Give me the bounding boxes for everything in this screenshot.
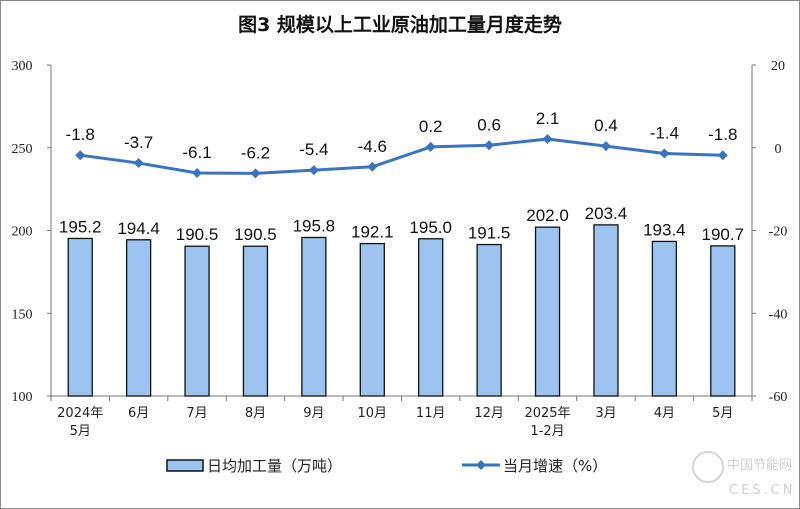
bar-data-label: 195.2 [59,217,102,236]
line-data-label: -1.8 [708,125,737,144]
right-tick-label: -20 [769,225,788,240]
bar-data-label: 203.4 [585,204,628,223]
bar [476,243,502,397]
bar-data-label: 202.0 [526,206,569,225]
line-marker [308,165,319,176]
line-marker [717,150,728,161]
bar-data-label: 195.0 [409,218,452,237]
line-data-label: -6.1 [182,143,211,162]
bar-data-label: 190.7 [702,225,745,244]
x-tick-label: 9月 [303,406,324,421]
x-tick-label: 2024年 [57,406,103,421]
watermark-subtext: CES.CN [729,483,795,498]
legend-bar-label: 日均加工量（万吨） [207,457,342,475]
growth-line [80,137,723,175]
bar [710,245,736,397]
bar [301,236,327,397]
x-tick-label: 6月 [128,406,149,421]
bar-data-label: 193.4 [643,220,686,239]
x-tick-label: 11月 [416,406,446,421]
line-data-label: -1.8 [66,125,95,144]
left-tick-label: 150 [12,307,33,322]
bar-data-label: 191.5 [468,224,511,243]
line-marker [75,150,86,161]
bar-data-label: 192.1 [351,223,394,242]
x-tick-label: 10月 [358,406,388,421]
bar-data-label: 190.5 [176,225,219,244]
right-tick-label: 0 [775,142,782,157]
line-marker [484,140,495,151]
x-tick-label: 4月 [654,406,675,421]
x-tick-label: 5月 [712,406,733,421]
line-marker [425,141,436,152]
legend-bar-swatch [166,459,204,472]
line-data-label: 0.6 [477,115,501,134]
left-tick-label: 200 [12,225,33,240]
x-tick-label: 2025年 [524,406,570,421]
line-marker [542,134,553,145]
legend-line-marker [476,460,486,470]
bar [125,239,152,397]
line-data-label: 0.4 [594,116,618,135]
line-data-label: 0.2 [419,117,443,136]
line-marker [250,168,261,179]
line-data-label: -1.4 [650,124,679,143]
bar-data-label: 194.4 [117,219,160,238]
watermark-text: 中国节能网 [727,458,792,473]
left-tick-label: 100 [12,390,33,405]
line-data-label: -5.4 [299,140,328,159]
line-marker [192,167,203,178]
right-tick-label: -60 [769,390,788,405]
line-marker [367,161,378,172]
bar [67,237,93,397]
bar [418,238,444,397]
line-data-label: -6.2 [241,143,270,162]
bar [242,245,269,397]
line-marker [600,141,611,152]
chart-title: 图3 规模以上工业原油加工量月度走势 [238,14,562,36]
left-tick-label: 300 [12,59,33,74]
right-tick-label: -40 [769,307,788,322]
bar [184,245,210,397]
x-tick-label: 1-2月 [530,424,564,439]
x-tick-label: 7月 [186,406,207,421]
bar-data-label: 195.8 [293,216,336,235]
line-marker [659,148,670,159]
bar [651,240,678,397]
x-tick-label: 3月 [595,406,616,421]
legend-line-label: 当月增速（%） [503,457,607,475]
line-data-label: 2.1 [536,109,560,128]
line-data-label: -4.6 [358,137,387,156]
x-tick-label: 12月 [474,406,504,421]
line-data-label: -3.7 [124,133,153,152]
bar [534,226,561,397]
x-tick-label: 5月 [70,424,91,439]
bar-data-label: 190.5 [234,225,277,244]
line-marker [133,158,144,169]
left-tick-label: 250 [12,142,33,157]
watermark-logo-icon [692,451,724,483]
bar [593,224,619,397]
right-tick-label: 20 [771,59,785,74]
bar [359,242,385,397]
x-tick-label: 8月 [245,406,266,421]
